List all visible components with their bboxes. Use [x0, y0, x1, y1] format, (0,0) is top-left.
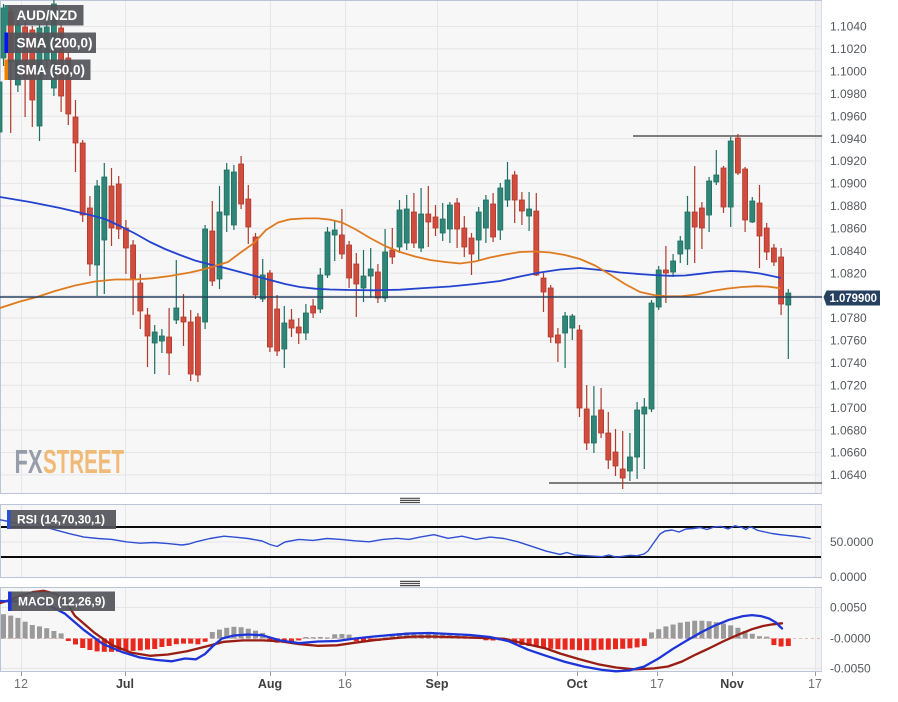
svg-text:Oct: Oct — [567, 677, 589, 691]
svg-text:12: 12 — [14, 677, 28, 691]
svg-text:0.0000: 0.0000 — [830, 570, 867, 584]
svg-text:16: 16 — [338, 677, 352, 691]
svg-text:SMA (200,0): SMA (200,0) — [17, 36, 93, 51]
svg-text:1.0740: 1.0740 — [830, 356, 867, 370]
svg-text:1.0760: 1.0760 — [830, 334, 867, 348]
svg-text:MACD (12,26,9): MACD (12,26,9) — [18, 595, 105, 609]
svg-text:1.0840: 1.0840 — [830, 244, 867, 258]
svg-text:17: 17 — [808, 677, 822, 691]
svg-text:1.0920: 1.0920 — [830, 154, 867, 168]
svg-text:STREET: STREET — [43, 443, 124, 480]
svg-text:1.0700: 1.0700 — [830, 401, 867, 415]
svg-text:1.0680: 1.0680 — [830, 423, 867, 437]
svg-text:1.0900: 1.0900 — [830, 177, 867, 191]
svg-text:1.0640: 1.0640 — [830, 468, 867, 482]
svg-text:1.0980: 1.0980 — [830, 87, 867, 101]
svg-text:1.1000: 1.1000 — [830, 65, 867, 79]
svg-text:1.1040: 1.1040 — [830, 20, 867, 34]
svg-text:Sep: Sep — [426, 677, 449, 691]
svg-text:RSI (14,70,30,1): RSI (14,70,30,1) — [17, 513, 105, 527]
svg-text:-0.0050: -0.0050 — [830, 662, 871, 676]
svg-text:0.0050: 0.0050 — [830, 601, 867, 615]
svg-text:1.0860: 1.0860 — [830, 222, 867, 236]
svg-text:17: 17 — [650, 677, 664, 691]
svg-text:1.0820: 1.0820 — [830, 266, 867, 280]
svg-text:1.0880: 1.0880 — [830, 199, 867, 213]
svg-text:1.0960: 1.0960 — [830, 109, 867, 123]
svg-text:Jul: Jul — [116, 677, 134, 691]
svg-text:Nov: Nov — [720, 677, 744, 691]
svg-text:1.1020: 1.1020 — [830, 42, 867, 56]
svg-text:AUD/NZD: AUD/NZD — [17, 8, 78, 23]
svg-text:SMA (50,0): SMA (50,0) — [17, 63, 86, 78]
svg-text:1.0780: 1.0780 — [830, 311, 867, 325]
svg-text:1.0720: 1.0720 — [830, 378, 867, 392]
svg-text:Aug: Aug — [258, 677, 282, 691]
svg-text:1.0940: 1.0940 — [830, 132, 867, 146]
svg-text:50.0000: 50.0000 — [830, 535, 874, 549]
svg-text:FX: FX — [15, 443, 43, 480]
svg-text:-0.0000: -0.0000 — [830, 632, 871, 646]
svg-text:1.079900: 1.079900 — [830, 291, 878, 305]
svg-text:1.0660: 1.0660 — [830, 446, 867, 460]
